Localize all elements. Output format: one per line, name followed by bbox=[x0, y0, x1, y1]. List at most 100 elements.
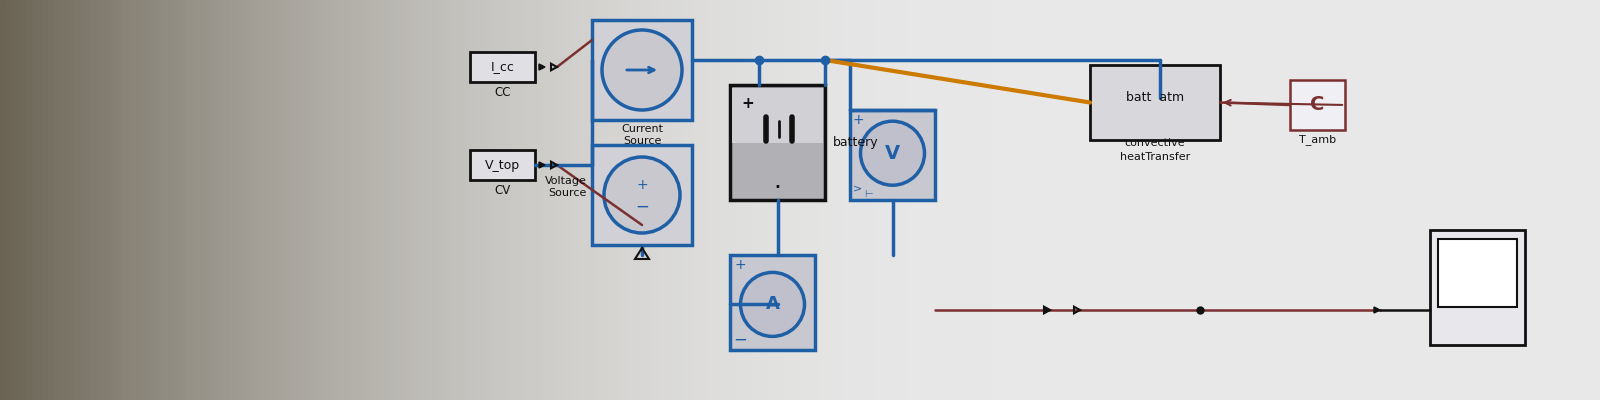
Bar bbox=[1547, 0, 1554, 400]
Bar bbox=[389, 0, 395, 400]
Bar bbox=[1008, 0, 1014, 400]
Bar bbox=[523, 0, 530, 400]
Bar bbox=[715, 0, 722, 400]
Text: C: C bbox=[1310, 96, 1325, 114]
Bar bbox=[667, 0, 674, 400]
Bar bbox=[1430, 230, 1525, 345]
Bar bbox=[373, 0, 379, 400]
Bar bbox=[427, 0, 434, 400]
Bar bbox=[1090, 65, 1221, 140]
Bar bbox=[709, 0, 715, 400]
Polygon shape bbox=[539, 162, 546, 168]
Bar bbox=[1552, 0, 1558, 400]
Bar bbox=[581, 0, 587, 400]
Bar bbox=[1424, 0, 1430, 400]
Bar bbox=[1387, 0, 1394, 400]
Bar bbox=[1131, 0, 1138, 400]
Bar bbox=[971, 0, 978, 400]
Bar bbox=[1077, 0, 1083, 400]
Bar bbox=[837, 0, 843, 400]
Bar bbox=[1435, 0, 1442, 400]
Text: batt  atm: batt atm bbox=[1126, 91, 1184, 104]
Bar bbox=[1371, 0, 1378, 400]
Bar bbox=[1509, 0, 1515, 400]
Bar bbox=[480, 0, 486, 400]
Bar bbox=[1243, 0, 1250, 400]
Bar bbox=[1259, 0, 1266, 400]
Bar bbox=[1115, 0, 1122, 400]
Bar bbox=[293, 0, 299, 400]
Bar bbox=[1392, 0, 1398, 400]
Bar bbox=[80, 0, 86, 400]
Bar bbox=[1237, 0, 1243, 400]
Bar bbox=[859, 0, 866, 400]
Bar bbox=[1157, 0, 1163, 400]
Bar bbox=[736, 0, 742, 400]
Text: +: + bbox=[637, 178, 648, 192]
Bar bbox=[304, 0, 310, 400]
Bar bbox=[379, 0, 386, 400]
Bar bbox=[1029, 0, 1035, 400]
Bar bbox=[16, 0, 22, 400]
Bar bbox=[821, 0, 827, 400]
Bar bbox=[1333, 0, 1339, 400]
Bar bbox=[597, 0, 603, 400]
Bar bbox=[688, 0, 694, 400]
Bar bbox=[1563, 0, 1570, 400]
Bar bbox=[1269, 0, 1275, 400]
Bar bbox=[1467, 0, 1474, 400]
Bar bbox=[1093, 0, 1099, 400]
Text: A: A bbox=[765, 295, 779, 314]
Text: Voltage
Source: Voltage Source bbox=[546, 176, 587, 198]
Bar bbox=[1408, 0, 1414, 400]
Bar bbox=[1147, 0, 1154, 400]
Bar bbox=[704, 0, 710, 400]
Bar bbox=[533, 0, 539, 400]
Bar bbox=[459, 0, 466, 400]
Bar bbox=[240, 0, 246, 400]
Bar bbox=[789, 0, 795, 400]
Bar bbox=[1520, 0, 1526, 400]
Bar bbox=[155, 0, 162, 400]
Bar bbox=[1040, 0, 1046, 400]
Bar bbox=[325, 0, 331, 400]
Bar bbox=[1557, 0, 1563, 400]
Bar bbox=[1264, 0, 1270, 400]
Bar bbox=[1290, 80, 1346, 130]
Text: CC: CC bbox=[494, 86, 510, 98]
Bar bbox=[965, 0, 971, 400]
Bar bbox=[96, 0, 102, 400]
Bar bbox=[48, 0, 54, 400]
Bar bbox=[64, 0, 70, 400]
Polygon shape bbox=[539, 64, 546, 70]
Bar bbox=[645, 0, 651, 400]
Bar bbox=[448, 0, 454, 400]
Bar bbox=[1419, 0, 1426, 400]
Bar bbox=[720, 0, 726, 400]
Bar bbox=[219, 0, 226, 400]
Polygon shape bbox=[1043, 307, 1050, 313]
Bar bbox=[69, 0, 75, 400]
Bar bbox=[1013, 0, 1019, 400]
Bar bbox=[1499, 0, 1506, 400]
Bar bbox=[949, 0, 955, 400]
Bar bbox=[955, 0, 962, 400]
Bar bbox=[1099, 0, 1106, 400]
Bar bbox=[384, 0, 390, 400]
Bar bbox=[1360, 0, 1366, 400]
Bar bbox=[453, 0, 459, 400]
Bar bbox=[112, 0, 118, 400]
Bar bbox=[1211, 0, 1218, 400]
Bar bbox=[1003, 0, 1010, 400]
Bar bbox=[288, 0, 294, 400]
Bar bbox=[763, 0, 770, 400]
Text: +: + bbox=[853, 113, 864, 127]
Bar bbox=[267, 0, 274, 400]
Circle shape bbox=[861, 121, 925, 185]
Bar bbox=[1312, 0, 1318, 400]
Bar bbox=[528, 0, 534, 400]
Bar bbox=[1189, 0, 1195, 400]
Bar bbox=[1061, 0, 1067, 400]
Bar bbox=[347, 0, 354, 400]
Bar bbox=[827, 0, 834, 400]
